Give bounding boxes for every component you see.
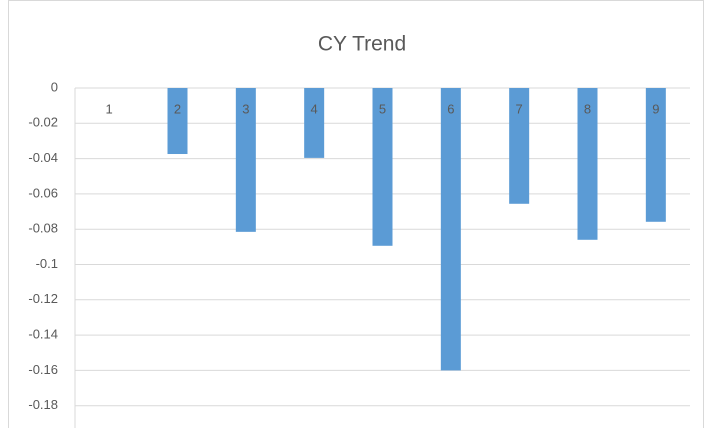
x-tick-label: 1 [106, 101, 113, 116]
y-tick-label: -0.04 [28, 150, 58, 165]
chart-title: CY Trend [318, 33, 406, 56]
bar [235, 88, 256, 232]
bar [167, 88, 188, 155]
bar [645, 88, 666, 222]
y-tick-label: -0.12 [28, 291, 58, 306]
x-tick-label: 5 [379, 101, 386, 116]
x-tick-label: 8 [584, 101, 591, 116]
x-tick-label: 3 [242, 101, 249, 116]
bar [509, 88, 530, 204]
y-tick-label: -0.16 [28, 362, 58, 377]
y-tick-label: -0.02 [28, 115, 58, 130]
x-tick-label: 2 [174, 101, 181, 116]
bar [304, 88, 325, 158]
bar [440, 88, 461, 371]
x-tick-label: 6 [447, 101, 454, 116]
y-tick-label: 0 [51, 79, 58, 94]
bar [577, 88, 598, 240]
y-tick-label: -0.18 [28, 397, 58, 412]
y-tick-label: -0.1 [36, 256, 58, 271]
x-tick-label: 7 [516, 101, 523, 116]
x-tick-label: 4 [311, 101, 318, 116]
y-tick-label: -0.08 [28, 221, 58, 236]
chart-border [8, 0, 704, 428]
x-tick-label: 9 [652, 101, 659, 116]
bar [372, 88, 393, 246]
y-tick-label: -0.14 [28, 327, 58, 342]
y-tick-label: -0.06 [28, 185, 58, 200]
